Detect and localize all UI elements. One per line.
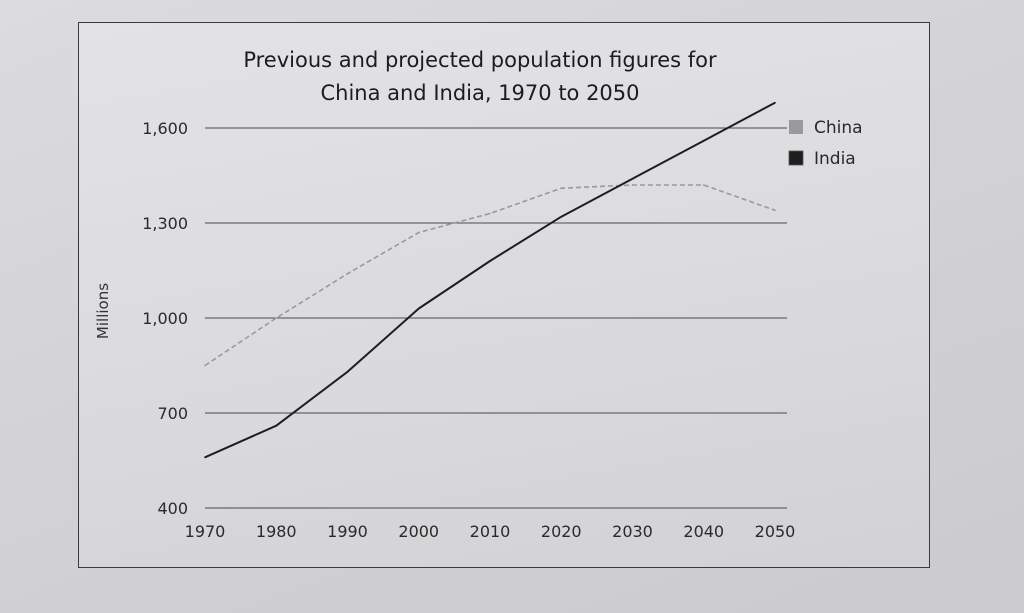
legend-swatch-india [788,150,804,166]
x-tick-label: 1970 [185,522,226,541]
y-tick-label: 1,000 [142,309,188,328]
data-point-china [774,209,776,212]
data-point-china [560,187,563,189]
y-tick-label: 1,600 [142,119,188,138]
x-tick-label: 1980 [256,522,297,541]
y-tick-label: 1,300 [142,214,188,233]
gridlines [205,127,787,509]
data-point-china [489,212,491,215]
data-point-india [774,101,776,104]
data-point-china [417,231,420,234]
chart-title-line-1: Previous and projected population figure… [243,48,717,72]
y-tick-label: 400 [157,499,188,518]
data-point-china [275,317,278,319]
data-point-india [631,177,634,180]
chart-frame [78,22,930,568]
series-line-india [204,101,776,459]
data-point-china [346,272,349,275]
data-point-india [489,260,491,262]
legend-label-china: China [814,118,863,138]
data-point-india [275,424,278,427]
series-lines [204,101,776,459]
x-tick-label: 2040 [683,522,724,541]
data-point-china [631,184,634,186]
data-point-india [204,456,206,459]
x-tick-label: 1990 [327,522,368,541]
x-tick-label: 2010 [470,522,511,541]
series-line-china [204,184,776,367]
legend: China India [788,118,863,169]
data-point-india [417,307,420,310]
chart-title: Previous and projected population figure… [180,44,780,110]
data-point-india [560,215,563,218]
data-point-china [702,184,705,186]
x-tick-label: 2050 [755,522,796,541]
y-tick-label: 700 [157,404,188,423]
y-tick-labels: 400 700 1,000 1,300 1,600 [142,119,188,518]
x-tick-labels: 1970 1980 1990 2000 2010 2020 2030 2040 2050 [185,522,796,541]
x-tick-label: 2020 [541,522,582,541]
x-tick-label: 2000 [398,522,439,541]
chart-title-line-2: China and India, 1970 to 2050 [320,81,640,105]
legend-swatch-china [789,120,803,134]
x-tick-label: 2030 [612,522,653,541]
legend-label-india: India [814,149,856,169]
data-point-china [204,364,206,367]
data-point-india [702,139,705,142]
data-point-india [346,371,349,373]
